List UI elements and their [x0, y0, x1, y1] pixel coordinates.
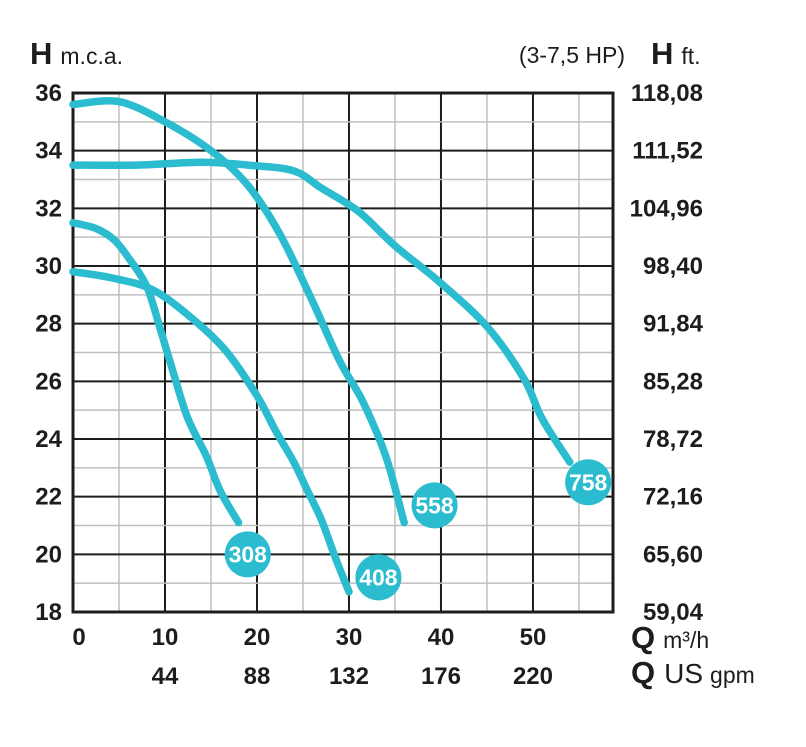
y-tick-label-right: 98,40 — [643, 253, 703, 280]
flow-symbol-us: Q — [631, 655, 656, 690]
x-axis-title-us: Q US gpm — [631, 655, 755, 691]
x-tick-label-m3h: 10 — [152, 624, 179, 651]
y-tick-label-left: 28 — [35, 311, 62, 338]
power-range-label: (3-7,5 HP) — [518, 42, 625, 68]
curve-badge-408 — [355, 554, 402, 601]
x-tick-label-m3h: 20 — [244, 624, 271, 651]
right-axis-symbol: H — [651, 36, 674, 71]
curve-308 — [69, 219, 243, 527]
y-tick-label-left: 18 — [35, 599, 62, 626]
x-tick-label-gpm: 44 — [152, 663, 179, 690]
y-tick-label-left: 22 — [35, 484, 62, 511]
plot-border — [71, 91, 615, 614]
left-axis-symbol: H — [30, 36, 53, 71]
y-tick-label-right: 91,84 — [643, 311, 704, 338]
curve-badge-label-308: 308 — [229, 541, 268, 567]
y-tick-label-right: 72,16 — [643, 484, 703, 511]
curve-badge-758 — [565, 459, 612, 506]
curve-558 — [69, 97, 408, 527]
left-axis-unit: m.c.a. — [60, 43, 124, 69]
x-tick-label-gpm: 220 — [513, 663, 553, 690]
curve-408 — [69, 268, 353, 596]
x-tick-label-gpm: 132 — [329, 663, 369, 690]
y-tick-label-right: 111,52 — [632, 138, 703, 165]
y-tick-label-left: 34 — [35, 138, 62, 165]
x-tick-label-m3h: 0 — [72, 624, 85, 651]
y-tick-label-right: 78,72 — [643, 426, 703, 453]
curve-badge-label-758: 758 — [569, 469, 608, 495]
x-tick-label-m3h: 30 — [336, 624, 363, 651]
x-tick-label-gpm: 176 — [421, 663, 461, 690]
flow-unit-us-small: gpm — [710, 662, 755, 688]
y-tick-label-left: 20 — [35, 541, 62, 568]
curve-badge-558 — [411, 482, 458, 529]
flow-unit-us: US — [664, 658, 704, 689]
y-tick-label-right: 104,96 — [630, 195, 703, 222]
right-axis-unit: ft. — [681, 43, 701, 69]
y-tick-label-right: 85,28 — [643, 368, 703, 395]
curve-badge-label-558: 558 — [415, 492, 454, 518]
x-tick-label-m3h: 40 — [428, 624, 455, 651]
flow-unit-metric: m³/h — [663, 627, 710, 653]
curve-758 — [69, 158, 574, 466]
y-tick-label-left: 30 — [35, 253, 62, 280]
curve-badge-label-408: 408 — [359, 564, 398, 590]
x-tick-label-gpm: 88 — [244, 663, 271, 690]
y-tick-label-left: 36 — [35, 80, 62, 107]
y-tick-label-left: 32 — [35, 195, 62, 222]
curve-badge-308 — [224, 531, 271, 578]
x-tick-label-m3h: 50 — [520, 624, 547, 651]
y-tick-label-left: 24 — [35, 426, 62, 453]
flow-symbol-metric: Q — [631, 620, 656, 655]
y-tick-label-right: 59,04 — [643, 599, 704, 626]
y-tick-label-right: 65,60 — [643, 541, 703, 568]
y-tick-label-left: 26 — [35, 368, 62, 395]
y-tick-label-right: 118,08 — [631, 80, 703, 107]
